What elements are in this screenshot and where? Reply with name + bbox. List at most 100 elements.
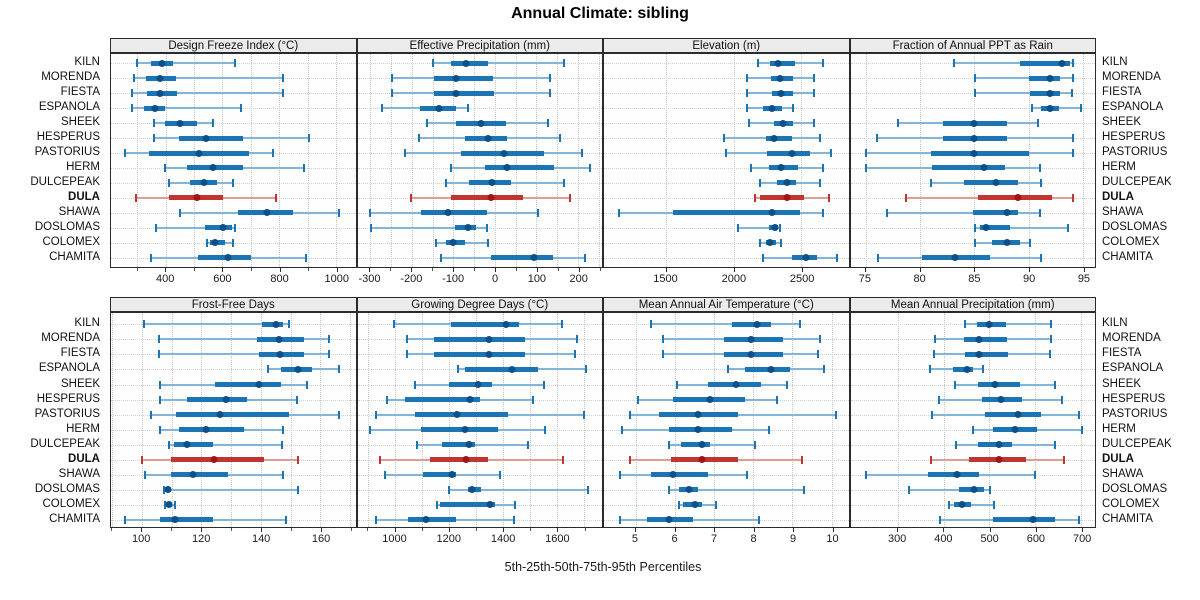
median-dot: [461, 426, 469, 434]
gridline: [1083, 54, 1085, 267]
station-label: ESPANOLA: [38, 362, 100, 375]
iqr-bar-25-75: [484, 165, 555, 171]
median-dot: [732, 381, 740, 388]
whisker-cap: [876, 253, 879, 262]
median-dot: [500, 149, 508, 157]
x-axis: 300 400 500 600 700: [850, 528, 1097, 546]
whisker-cap: [1039, 253, 1042, 262]
whisker-cap: [1039, 178, 1042, 187]
whisker-cap: [1030, 104, 1033, 113]
whisker-5-95: [651, 323, 801, 326]
tick-label: 80: [913, 273, 926, 285]
median-dot: [980, 164, 988, 172]
whisker-cap: [715, 500, 718, 509]
whisker-cap: [1049, 335, 1052, 344]
gridline: [320, 313, 322, 527]
axis-caption: 5th-25th-50th-75th-95th Percentiles: [504, 560, 702, 574]
station-label: HERM: [66, 160, 100, 173]
median-dot: [970, 119, 978, 127]
station-label: COLOMEX: [1102, 235, 1160, 248]
whisker-cap: [303, 163, 306, 172]
gridline: [432, 54, 434, 267]
whisker-5-95: [975, 92, 1073, 95]
median-dot: [698, 441, 706, 449]
whisker-cap: [758, 178, 761, 187]
whisker-cap: [560, 320, 563, 329]
gridline: [792, 313, 794, 527]
whisker-5-95: [887, 211, 1040, 214]
tick-label: 95: [1077, 273, 1091, 285]
median-dot: [452, 89, 460, 97]
whisker-cap: [636, 395, 639, 404]
median-dot: [767, 365, 775, 373]
iqr-bar-25-75: [673, 210, 801, 216]
major-tick: [1082, 528, 1084, 532]
gridline: [714, 313, 716, 527]
gridline: [502, 313, 504, 527]
iqr-bar-25-75: [422, 472, 456, 478]
minor-tick: [291, 528, 293, 531]
gridline: [577, 54, 579, 267]
iqr-bar-25-75: [171, 472, 229, 478]
major-tick: [411, 268, 413, 272]
whisker-cap: [487, 238, 490, 247]
station-label: HERM: [1102, 160, 1136, 173]
whisker-cap: [281, 425, 284, 434]
whisker-cap: [417, 134, 420, 143]
gridline: [391, 54, 393, 267]
whisker-cap: [746, 74, 749, 83]
whisker-cap: [974, 89, 977, 98]
station-labels-top-right: KILN MORENDA FIESTA ESPANOLA SHEEK HESPERUS PA…: [1102, 53, 1198, 268]
major-tick: [495, 268, 497, 272]
whisker-cap: [822, 365, 825, 374]
whisker-cap: [938, 395, 941, 404]
iqr-bar-25-75: [979, 225, 1011, 231]
whisker-cap: [159, 380, 162, 389]
median-dot: [448, 471, 456, 479]
gridline: [943, 313, 945, 527]
plot-area: [110, 53, 357, 268]
station-label: MORENDA: [41, 332, 100, 345]
iqr-bar-25-75: [1028, 75, 1061, 81]
whisker-cap: [725, 149, 728, 157]
iqr-bar-25-75: [187, 397, 247, 403]
whisker-cap: [588, 163, 591, 172]
whisker-cap: [761, 253, 764, 262]
panel-title: Mean Annual Air Temperature (°C): [603, 297, 850, 312]
station-label: FIESTA: [1102, 347, 1142, 360]
tick-label: 200: [569, 273, 588, 285]
whisker-cap: [178, 208, 181, 217]
median-dot: [222, 396, 230, 404]
tick-label: 1600: [545, 533, 570, 545]
iqr-bar-25-75: [174, 442, 214, 448]
tick-label: 2500: [789, 273, 815, 285]
whisker-cap: [436, 500, 439, 509]
major-tick: [1035, 528, 1037, 532]
iqr-bar-25-75: [433, 90, 494, 96]
whisker-cap: [159, 425, 162, 434]
whisker-cap: [767, 425, 770, 434]
major-tick: [448, 528, 450, 532]
minor-tick: [475, 528, 477, 531]
whisker-cap: [159, 395, 162, 404]
minor-tick: [530, 528, 532, 531]
median-dot: [485, 335, 493, 343]
major-tick: [557, 528, 559, 532]
major-tick: [733, 268, 735, 272]
major-tick: [943, 528, 945, 532]
median-dot: [975, 335, 983, 343]
gridline: [801, 54, 803, 267]
whisker-cap: [816, 350, 819, 359]
station-label: DOSLOMAS: [34, 482, 100, 495]
median-dot: [202, 134, 210, 142]
whisker-cap: [1066, 223, 1069, 232]
plot-area: [849, 312, 1096, 528]
whisker-5-95: [137, 62, 235, 65]
iqr-bar-25-75: [451, 195, 523, 201]
median-dot: [449, 239, 457, 247]
gridline: [515, 54, 517, 267]
iqr-bar-25-75: [490, 255, 553, 261]
median-dot: [992, 179, 1000, 187]
plot-area: [603, 312, 850, 528]
gridline: [137, 54, 139, 267]
